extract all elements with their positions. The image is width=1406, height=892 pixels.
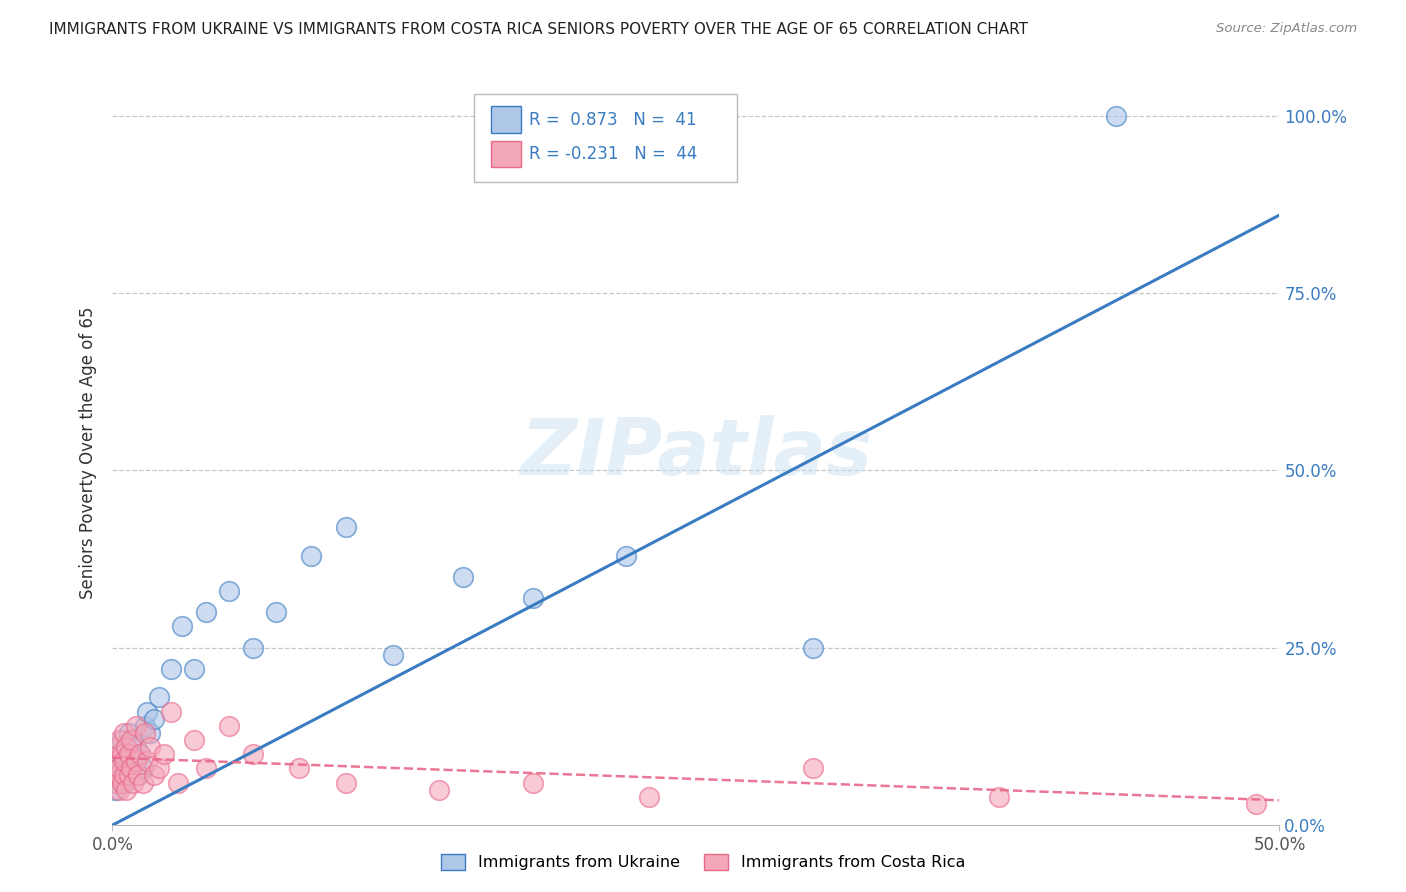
Point	[120, 761, 142, 775]
Point	[108, 747, 131, 761]
Point	[143, 712, 166, 726]
Point	[148, 761, 170, 775]
Point	[129, 747, 152, 761]
Point	[104, 775, 127, 789]
Point	[381, 648, 404, 662]
Point	[111, 775, 134, 789]
Point	[118, 747, 141, 761]
Point	[115, 782, 138, 797]
Point	[335, 520, 357, 534]
Point	[122, 775, 145, 789]
Point	[218, 719, 240, 733]
Legend: Immigrants from Ukraine, Immigrants from Costa Rica: Immigrants from Ukraine, Immigrants from…	[434, 848, 972, 877]
Point	[172, 619, 194, 633]
Point	[112, 761, 135, 775]
Point	[218, 584, 240, 599]
Point	[125, 754, 148, 768]
Text: R = -0.231   N =  44: R = -0.231 N = 44	[529, 145, 697, 163]
Point	[522, 775, 544, 789]
Point	[118, 754, 141, 768]
Point	[136, 705, 159, 719]
Point	[104, 782, 127, 797]
Text: Source: ZipAtlas.com: Source: ZipAtlas.com	[1216, 22, 1357, 36]
Point	[120, 761, 142, 775]
FancyBboxPatch shape	[491, 141, 520, 168]
Point	[132, 761, 155, 775]
Point	[127, 768, 149, 782]
Point	[115, 768, 138, 782]
Point	[139, 726, 162, 740]
Point	[242, 640, 264, 655]
Point	[108, 733, 131, 747]
Point	[108, 768, 131, 782]
Point	[134, 719, 156, 733]
Point	[127, 768, 149, 782]
FancyBboxPatch shape	[474, 95, 737, 182]
Point	[148, 690, 170, 705]
Point	[111, 733, 134, 747]
Point	[136, 754, 159, 768]
Point	[139, 740, 162, 755]
Point	[160, 705, 183, 719]
Point	[112, 754, 135, 768]
Point	[183, 733, 205, 747]
Point	[105, 740, 128, 755]
Point	[105, 761, 128, 775]
Point	[242, 747, 264, 761]
Point	[118, 726, 141, 740]
Point	[160, 662, 183, 676]
Point	[112, 775, 135, 789]
Point	[988, 789, 1011, 804]
Point	[166, 775, 188, 789]
Point	[108, 761, 131, 775]
Text: IMMIGRANTS FROM UKRAINE VS IMMIGRANTS FROM COSTA RICA SENIORS POVERTY OVER THE A: IMMIGRANTS FROM UKRAINE VS IMMIGRANTS FR…	[49, 22, 1028, 37]
Point	[427, 782, 450, 797]
Point	[118, 768, 141, 782]
Point	[194, 761, 217, 775]
Point	[105, 775, 128, 789]
Point	[112, 768, 135, 782]
Point	[132, 775, 155, 789]
Point	[120, 733, 142, 747]
Point	[112, 726, 135, 740]
Point	[288, 761, 311, 775]
Point	[129, 747, 152, 761]
Point	[335, 775, 357, 789]
Point	[801, 640, 824, 655]
Point	[120, 747, 142, 761]
Point	[153, 747, 176, 761]
Point	[125, 719, 148, 733]
Point	[194, 605, 217, 619]
FancyBboxPatch shape	[491, 106, 520, 133]
Point	[125, 740, 148, 755]
Point	[638, 789, 661, 804]
Point	[801, 761, 824, 775]
Point	[115, 740, 138, 755]
Point	[522, 591, 544, 606]
Text: R =  0.873   N =  41: R = 0.873 N = 41	[529, 111, 697, 128]
Point	[108, 782, 131, 797]
Point	[299, 549, 322, 563]
Text: ZIPatlas: ZIPatlas	[520, 415, 872, 491]
Point	[1244, 797, 1267, 811]
Point	[143, 768, 166, 782]
Point	[451, 570, 474, 584]
Point	[115, 740, 138, 755]
Point	[111, 747, 134, 761]
Point	[264, 605, 287, 619]
Point	[111, 754, 134, 768]
Point	[614, 549, 637, 563]
Point	[104, 754, 127, 768]
Y-axis label: Seniors Poverty Over the Age of 65: Seniors Poverty Over the Age of 65	[79, 307, 97, 599]
Point	[125, 754, 148, 768]
Point	[134, 726, 156, 740]
Point	[105, 768, 128, 782]
Point	[183, 662, 205, 676]
Point	[122, 733, 145, 747]
Point	[1105, 109, 1128, 123]
